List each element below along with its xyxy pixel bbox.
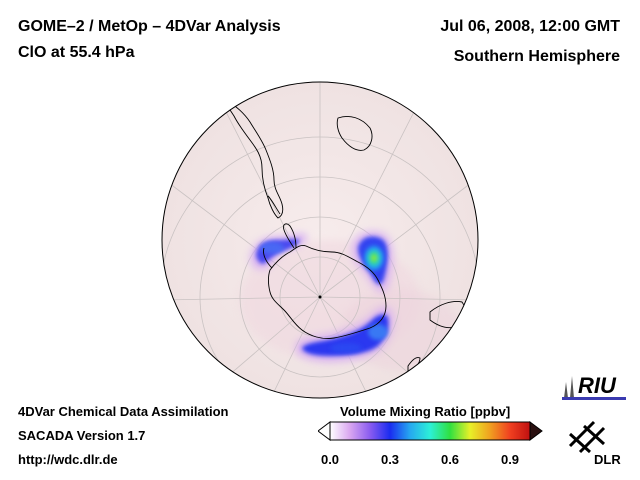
colorbar-tick-label: 0.6 — [440, 452, 460, 467]
dlr-logo-text: DLR — [594, 452, 621, 467]
riu-logo: RIU — [562, 373, 626, 400]
colorbar-tick-label: 0.0 — [320, 452, 340, 467]
globe-outline — [161, 81, 479, 399]
date-label: Jul 06, 2008, 12:00 GMT — [440, 18, 620, 35]
colorbar-tick-label: 0.9 — [500, 452, 520, 467]
riu-logo-text: RIU — [578, 373, 617, 398]
footer-line1: 4DVar Chemical Data Assimilation — [18, 404, 229, 419]
colorbar-gradient — [329, 421, 531, 441]
colorbar — [318, 421, 543, 441]
colorbar-right-arrow — [529, 421, 543, 441]
region-label: Southern Hemisphere — [453, 48, 620, 65]
clo-field — [250, 230, 394, 362]
colorbar-left-arrow — [318, 421, 331, 441]
dlr-logo: DLR — [568, 420, 621, 467]
colorbar-tick-label: 0.3 — [380, 452, 400, 467]
title-line2: ClO at 55.4 hPa — [18, 44, 135, 61]
colorbar-title: Volume Mixing Ratio [ppbv] — [340, 404, 511, 419]
title-line1: GOME–2 / MetOp – 4DVar Analysis — [18, 18, 281, 35]
footer-line2: SACADA Version 1.7 — [18, 428, 146, 443]
footer-url[interactable]: http://wdc.dlr.de — [18, 452, 118, 467]
